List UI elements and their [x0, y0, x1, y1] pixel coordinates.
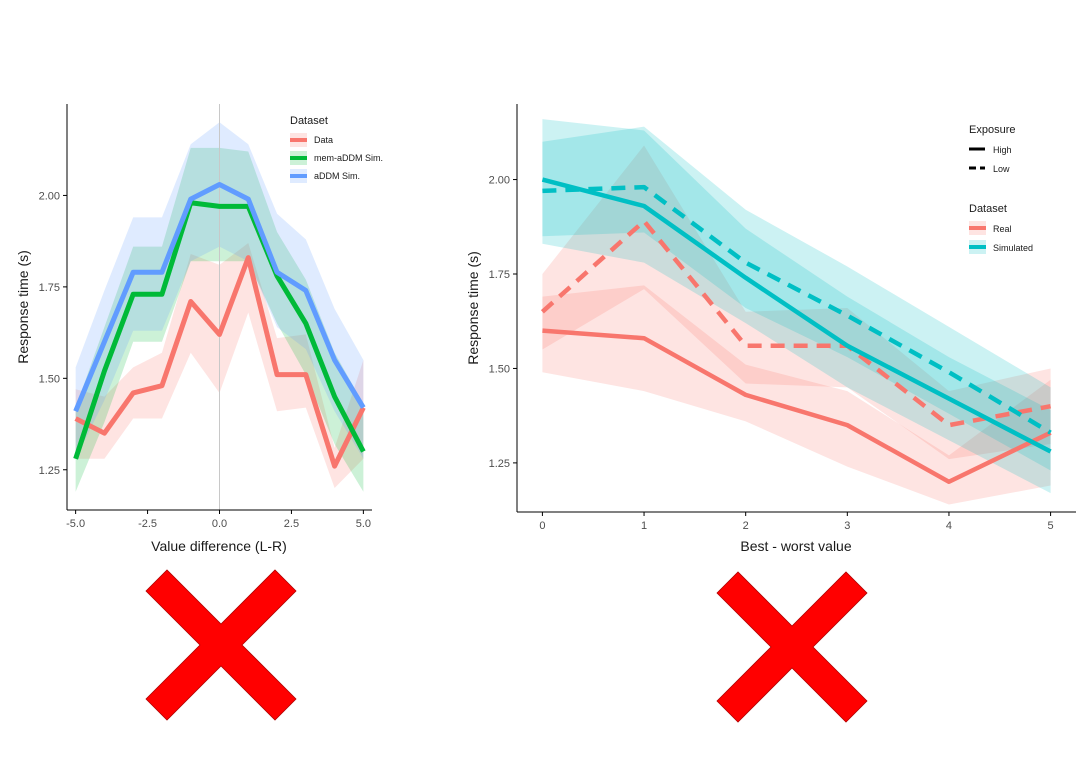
y-tick-label: 1.50: [39, 373, 60, 385]
x-axis-title: Best - worst value: [740, 538, 851, 554]
x-tick-label: 0.0: [212, 518, 227, 530]
legend-label-addm: aDDM Sim.: [314, 171, 360, 181]
y-tick-group: 1.25 1.50 1.75 2.00: [39, 190, 67, 477]
series-line-mem-addm-sim: [73, 200, 366, 460]
ribbon-simulated-high: [542, 119, 1051, 494]
red-cross-icon: [145, 569, 297, 721]
y-tick-label: 1.50: [489, 363, 510, 375]
ribbon-real-high: [542, 285, 1051, 505]
y-tick-label: 1.75: [489, 269, 510, 281]
x-tick-label: 5.0: [356, 518, 371, 530]
x-tick-label: -5.0: [66, 518, 85, 530]
y-tick-label: 1.25: [39, 465, 60, 477]
y-tick-label: 1.75: [39, 282, 60, 294]
x-axis-title: Value difference (L-R): [151, 538, 287, 554]
series-line-data: [74, 255, 366, 469]
legend-label-low: Low: [993, 164, 1010, 174]
series-line-simulated-high: [541, 177, 1052, 454]
y-axis-title: Response time (s): [15, 250, 31, 364]
x-tick-label: 2: [743, 520, 749, 532]
chart-right: 1.25 1.50 1.75 2.00 0 1 2 3 4 5 Best - worst val…: [465, 104, 1076, 554]
x-tick-group: 0 1 2 3 4 5: [539, 512, 1054, 532]
legend-label-simulated: Simulated: [993, 243, 1033, 253]
series-line-layer: [73, 181, 366, 469]
legend: Dataset Data mem-aDDM Sim. aDDM Sim.: [290, 115, 383, 183]
legend-label-high: High: [993, 145, 1012, 155]
x-tick-label: -2.5: [138, 518, 157, 530]
red-cross-icon: [716, 571, 868, 723]
legend-label-mem-addm: mem-aDDM Sim.: [314, 153, 383, 163]
series-line-real-low: [540, 218, 1052, 428]
x-tick-label: 4: [946, 520, 952, 532]
x-tick-label: 3: [844, 520, 850, 532]
y-tick-label: 2.00: [39, 190, 60, 202]
x-tick-label: 0: [539, 520, 545, 532]
legend-title: Dataset: [290, 115, 328, 127]
y-axis-title: Response time (s): [465, 251, 481, 365]
series-line-layer: [540, 177, 1052, 485]
legend-label-real: Real: [993, 224, 1012, 234]
chart-left: 1.25 1.50 1.75 2.00 -5.0 -2.5 0.0 2.5 5.0 Value…: [15, 104, 383, 554]
legend-title-dataset: Dataset: [969, 203, 1007, 215]
x-tick-label: 5: [1048, 520, 1054, 532]
y-tick-label: 2.00: [489, 175, 510, 187]
legend-title-exposure: Exposure: [969, 124, 1015, 136]
series-line-simulated-low: [542, 184, 1052, 435]
legend-label-data: Data: [314, 135, 333, 145]
x-tick-group: -5.0 -2.5 0.0 2.5 5.0: [66, 510, 371, 530]
y-tick-label: 1.25: [489, 458, 510, 470]
series-line-addm-sim: [73, 181, 366, 413]
x-tick-label: 2.5: [284, 518, 299, 530]
series-line-real-high: [542, 328, 1052, 485]
legend: Exposure High Low Dataset Real Simulated: [969, 124, 1033, 254]
y-tick-group: 1.25 1.50 1.75 2.00: [489, 175, 517, 470]
x-tick-label: 1: [641, 520, 647, 532]
